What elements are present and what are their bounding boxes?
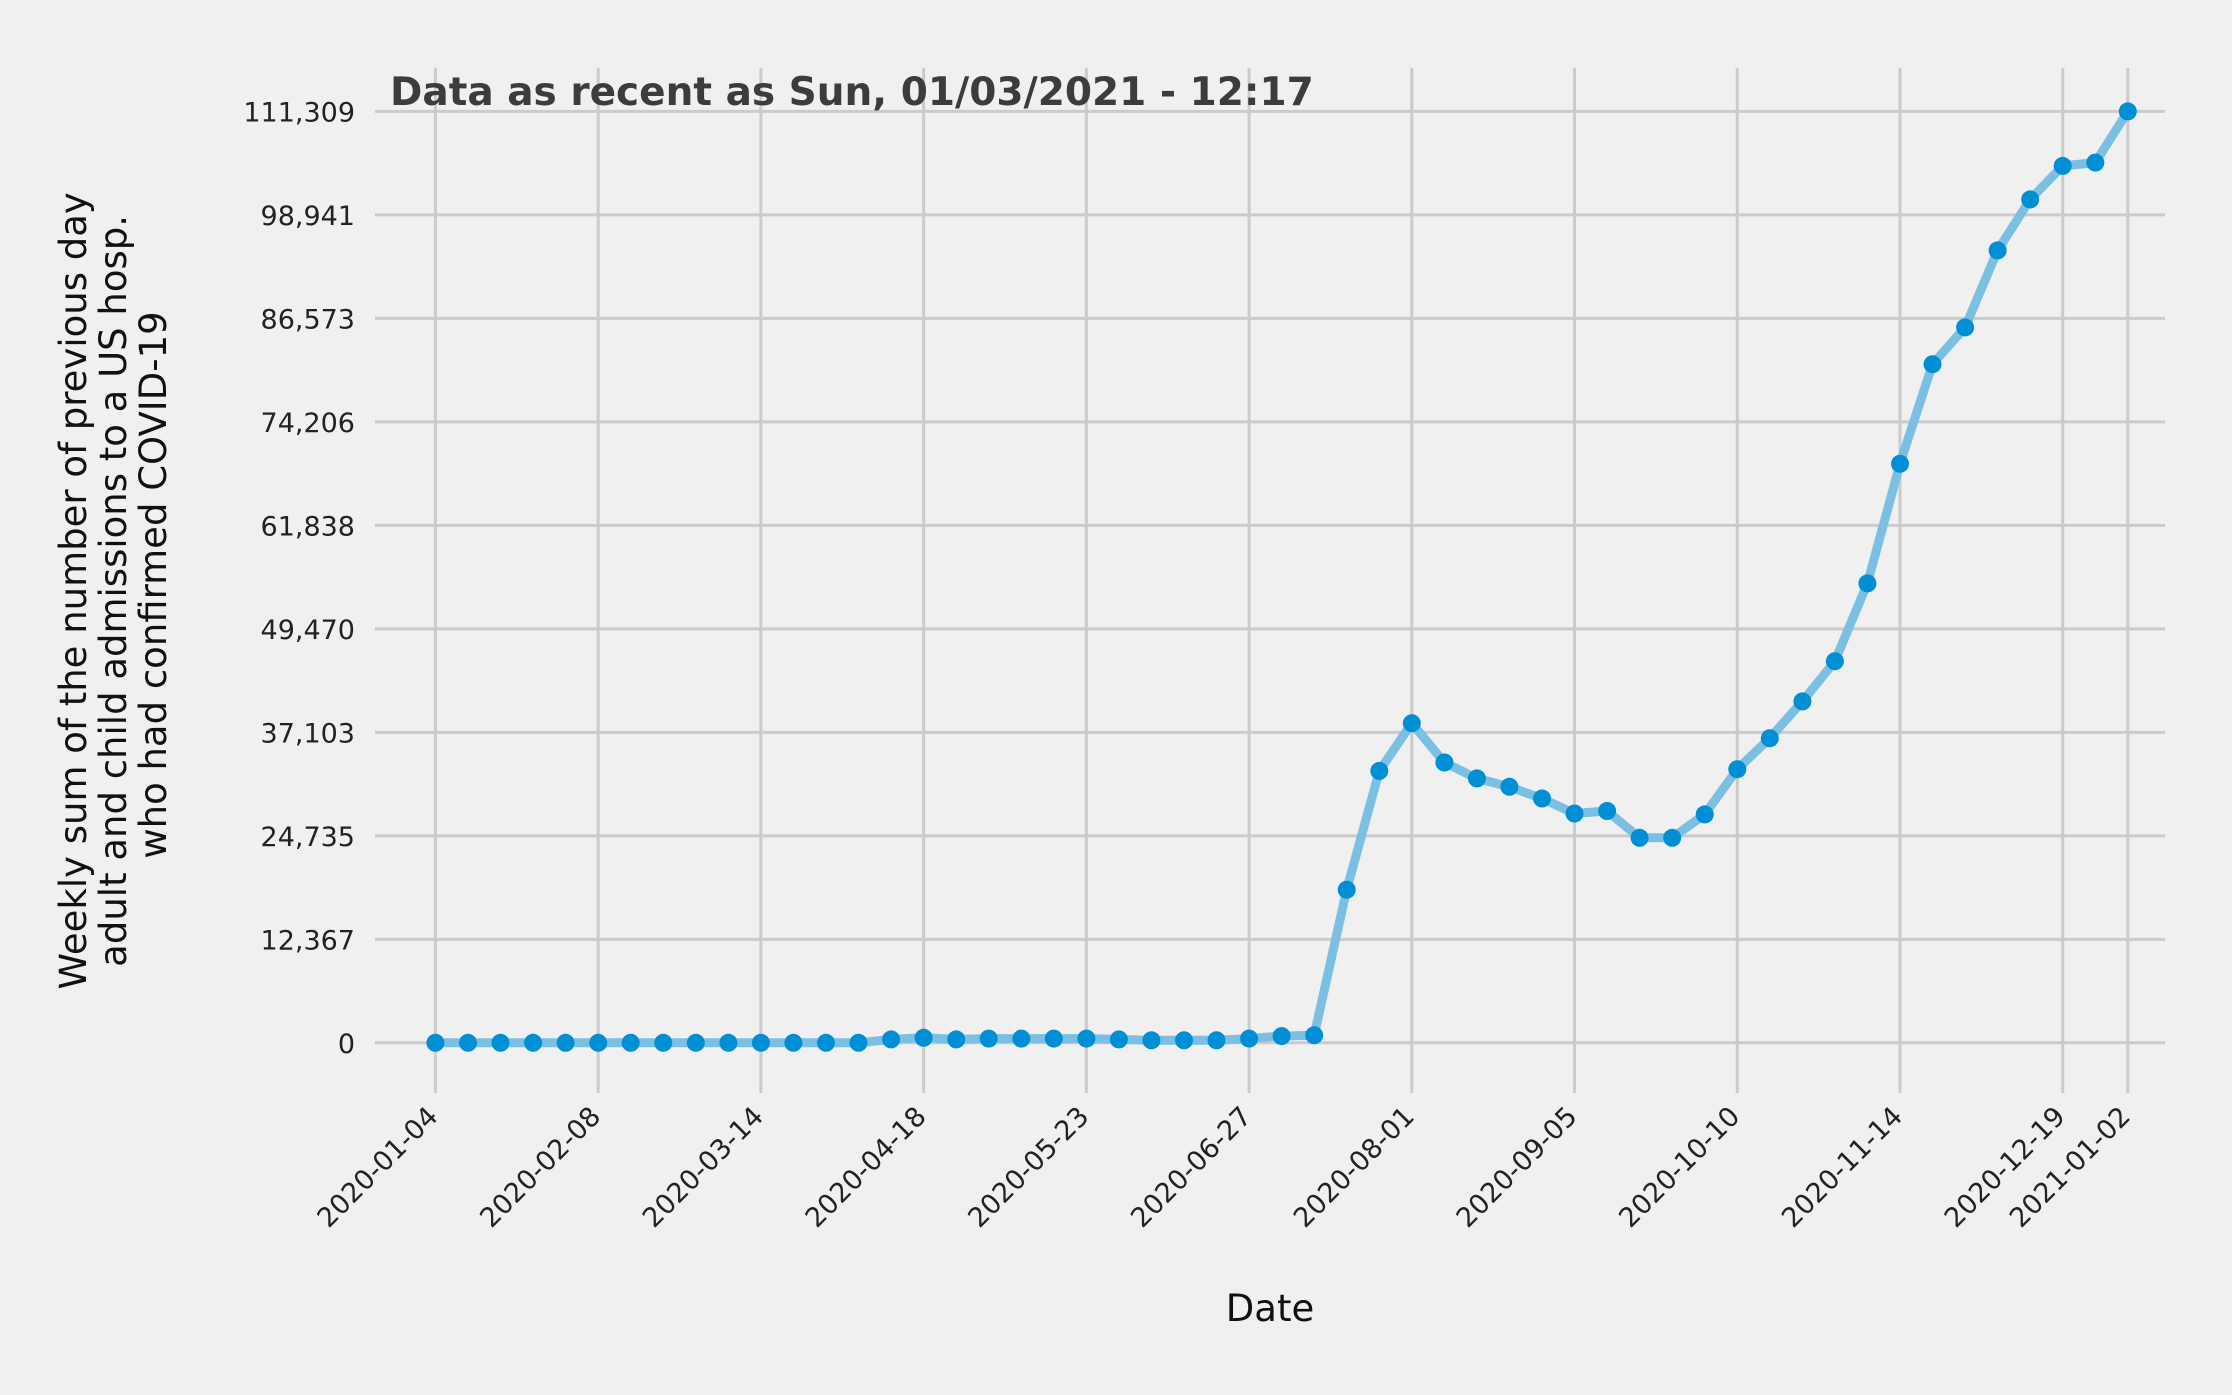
y-axis-label-line-1: Weekly sum of the number of previous day (52, 192, 95, 989)
data-point (1630, 828, 1649, 847)
x-tick-label: 2020-05-23 (962, 1101, 1095, 1234)
data-point (751, 1033, 770, 1052)
data-point (1077, 1029, 1096, 1048)
data-point (1988, 241, 2007, 260)
data-point (817, 1033, 835, 1052)
data-point (1272, 1027, 1291, 1046)
data-point (1175, 1031, 1193, 1050)
x-tick-labels: 2020-01-04 2020-02-08 2020-03-14 2020-04-18… (312, 1101, 2137, 1234)
data-point (882, 1030, 901, 1049)
data-point (1760, 729, 1779, 748)
data-point (524, 1033, 543, 1052)
x-tick-label: 2020-02-08 (474, 1101, 607, 1234)
data-point (1533, 789, 1551, 808)
data-point (621, 1033, 640, 1052)
y-tick-label: 61,838 (261, 511, 355, 542)
data-point (1467, 769, 1486, 788)
y-tick-label: 111,309 (243, 97, 355, 128)
data-point (1793, 692, 1812, 711)
data-point (1728, 760, 1747, 779)
y-axis-label-line-2: adult and child admissions to a US hosp. (92, 215, 135, 967)
data-point (589, 1033, 608, 1052)
data-point (2053, 156, 2072, 175)
x-tick-label: 2020-08-01 (1288, 1101, 1421, 1234)
data-point (1109, 1030, 1128, 1049)
data-point (947, 1030, 966, 1049)
y-tick-label: 98,941 (261, 201, 355, 232)
data-point (1858, 574, 1877, 593)
y-tick-label: 49,470 (261, 615, 355, 646)
data-point (719, 1033, 738, 1052)
data-point (849, 1033, 868, 1052)
x-tick-label: 2020-01-04 (312, 1101, 445, 1234)
chart-title: Data as recent as Sun, 01/03/2021 - 12:1… (390, 70, 1314, 115)
data-point (1598, 802, 1617, 820)
data-point (1240, 1029, 1259, 1048)
x-tick-label: 2020-04-18 (800, 1101, 933, 1234)
y-tick-label: 37,103 (261, 718, 355, 749)
data-point (1695, 805, 1714, 824)
y-axis-label: Weekly sum of the number of previous day… (52, 180, 175, 989)
data-point (556, 1033, 575, 1052)
data-point (1923, 355, 1942, 374)
data-point (1012, 1029, 1031, 1048)
data-point (459, 1033, 477, 1052)
grid-lines (375, 68, 2165, 1093)
data-point (654, 1033, 673, 1052)
x-tick-label: 2020-10-10 (1613, 1101, 1746, 1234)
data-point (1825, 652, 1844, 671)
y-axis-label-line-3: who had confirmed COVID-19 (132, 311, 175, 858)
x-tick-label: 2020-03-14 (637, 1101, 770, 1234)
data-point (491, 1033, 510, 1052)
data-point (1402, 714, 1421, 733)
data-point (1142, 1031, 1161, 1050)
data-point (426, 1033, 445, 1052)
data-point (1956, 318, 1975, 337)
data-point (686, 1033, 705, 1052)
x-tick-label: 2020-06-27 (1125, 1101, 1258, 1234)
data-point (2021, 190, 2040, 209)
series-line (430, 106, 2133, 1048)
data-point (1500, 777, 1519, 796)
data-point (914, 1028, 933, 1047)
data-point (1207, 1031, 1226, 1050)
data-point (979, 1029, 998, 1048)
data-points (426, 102, 2137, 1052)
x-axis-label: Date (1226, 1287, 1314, 1330)
y-tick-labels: 0 12,367 24,735 37,103 49,470 61,838 74,206 86,… (243, 97, 355, 1059)
y-tick-label: 74,206 (261, 408, 355, 439)
y-tick-label: 12,367 (261, 925, 355, 956)
data-point (1337, 880, 1356, 899)
data-point (1305, 1026, 1324, 1045)
data-point (1044, 1029, 1063, 1048)
data-point (1663, 828, 1682, 847)
data-point (784, 1033, 803, 1052)
data-point (2086, 153, 2105, 172)
x-tick-label: 2020-11-14 (1776, 1101, 1909, 1234)
data-point (1370, 761, 1389, 780)
data-point (1891, 454, 1909, 473)
data-point (1435, 753, 1454, 772)
x-tick-label: 2020-09-05 (1451, 1101, 1584, 1234)
data-point (2118, 102, 2137, 121)
y-tick-label: 24,735 (261, 822, 355, 853)
y-tick-label: 0 (338, 1029, 355, 1060)
y-tick-label: 86,573 (261, 304, 355, 335)
data-point (1565, 804, 1584, 823)
